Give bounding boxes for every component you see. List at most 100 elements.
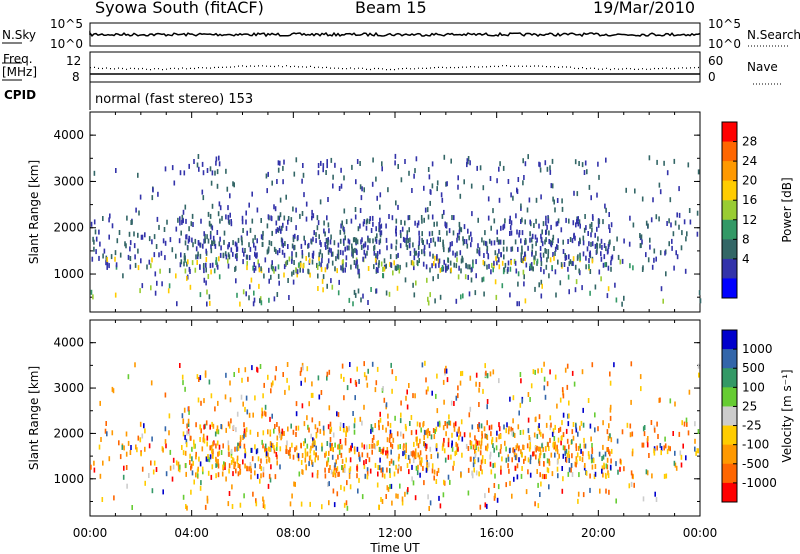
power-pixel — [658, 216, 660, 222]
power-pixel — [497, 239, 500, 245]
power-pixel — [483, 240, 485, 246]
power-pixel — [196, 260, 198, 265]
velocity-pixel — [500, 469, 502, 475]
power-pixel — [359, 208, 362, 213]
power-pixel — [412, 282, 414, 288]
power-pixel — [434, 255, 436, 261]
velocity-pixel — [562, 432, 565, 438]
velocity-pixel — [390, 458, 393, 464]
power-pixel — [608, 212, 610, 217]
power-pixel — [579, 252, 581, 258]
power-pixel — [398, 268, 401, 274]
power-pixel — [242, 228, 244, 233]
mode-label: normal (fast stereo) 153 — [95, 92, 254, 107]
velocity-pixel — [251, 365, 253, 371]
power-colorbar-tick-label: 16 — [742, 193, 757, 207]
velocity-pixel — [454, 451, 456, 457]
velocity-pixel — [182, 431, 185, 437]
power-pixel — [326, 264, 328, 270]
velocity-pixel — [522, 429, 525, 435]
power-pixel — [354, 214, 357, 220]
velocity-pixel — [267, 374, 269, 380]
power-pixel — [291, 243, 294, 249]
power-pixel — [363, 219, 366, 224]
velocity-pixel — [491, 437, 494, 442]
velocity-pixel — [416, 421, 419, 427]
velocity-pixel — [330, 426, 333, 432]
power-pixel — [482, 185, 485, 191]
power-pixel — [534, 234, 537, 240]
velocity-pixel — [456, 443, 459, 449]
velocity-pixel — [270, 382, 273, 388]
power-pixel — [656, 159, 658, 165]
velocity-pixel — [252, 491, 254, 497]
velocity-pixel — [274, 424, 276, 429]
freq-tick-top: 12 — [66, 54, 82, 68]
velocity-pixel — [169, 465, 172, 471]
velocity-pixel — [363, 460, 365, 466]
power-pixel — [367, 300, 369, 305]
power-pixel — [502, 225, 504, 231]
velocity-pixel — [605, 474, 607, 479]
power-pixel — [399, 243, 402, 249]
power-pixel — [210, 248, 213, 254]
power-pixel — [597, 236, 599, 242]
power-pixel — [551, 183, 554, 189]
power-pixel — [494, 250, 497, 256]
velocity-pixel — [333, 465, 336, 471]
velocity-pixel — [139, 421, 142, 427]
velocity-pixel — [165, 443, 167, 449]
velocity-pixel — [509, 480, 511, 486]
power-pixel — [498, 257, 500, 263]
power-pixel — [356, 264, 359, 270]
velocity-pixel — [191, 470, 194, 476]
power-pixel — [413, 292, 416, 298]
velocity-pixel — [314, 452, 317, 458]
velocity-pixel — [214, 406, 216, 412]
velocity-pixel — [337, 444, 339, 450]
power-pixel — [218, 201, 221, 207]
power-pixel — [200, 218, 202, 224]
velocity-pixel — [481, 469, 483, 475]
power-pixel — [319, 249, 322, 255]
velocity-pixel — [481, 433, 483, 439]
power-pixel — [498, 166, 500, 172]
power-pixel — [161, 281, 163, 287]
power-pixel — [536, 258, 539, 264]
velocity-pixel — [656, 421, 658, 427]
power-pixel — [498, 248, 500, 254]
power-pixel — [157, 191, 159, 197]
power-pixel — [305, 256, 307, 261]
velocity-pixel — [432, 428, 435, 433]
power-pixel — [450, 267, 452, 273]
power-pixel — [574, 235, 576, 241]
power-pixel — [369, 238, 371, 244]
power-pixel — [550, 242, 553, 248]
velocity-pixel — [437, 421, 439, 427]
velocity-pixel — [394, 415, 396, 421]
velocity-colorbar-frame — [721, 329, 738, 503]
power-pixel — [340, 167, 342, 173]
velocity-pixel — [338, 443, 341, 449]
velocity-pixel — [317, 375, 320, 381]
velocity-pixel — [389, 484, 391, 490]
velocity-pixel — [646, 470, 649, 476]
power-pixel — [299, 267, 301, 273]
velocity-pixel — [324, 467, 326, 473]
power-pixel — [582, 235, 585, 241]
velocity-pixel — [489, 451, 492, 457]
power-pixel — [541, 241, 544, 247]
velocity-pixel — [397, 456, 400, 462]
velocity-pixel — [286, 449, 288, 454]
power-pixel — [302, 172, 305, 178]
power-pixel — [294, 233, 296, 239]
velocity-ytick-label: 2000 — [53, 426, 84, 440]
velocity-pixel — [419, 450, 422, 456]
power-pixel — [672, 231, 675, 237]
velocity-pixel — [457, 393, 459, 399]
power-pixel — [431, 230, 434, 236]
power-pixel — [327, 222, 330, 228]
velocity-pixel — [498, 426, 501, 432]
velocity-pixel — [262, 496, 264, 502]
velocity-pixel — [211, 421, 213, 427]
